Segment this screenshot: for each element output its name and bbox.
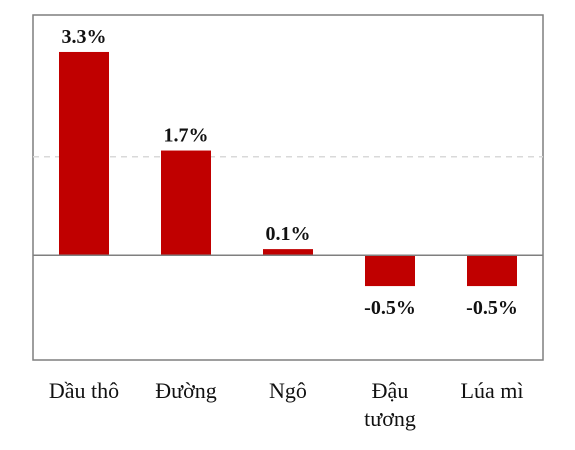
bar-0 [59, 51, 109, 256]
data-label-3: -0.5% [364, 297, 416, 319]
data-label-1: 1.7% [164, 125, 209, 147]
category-label-3-line-0: Đậu [372, 378, 409, 403]
category-labels-layer: Dầu thô Đường Ngô Đậu tương Lúa mì [49, 378, 524, 431]
data-label-4: -0.5% [466, 297, 518, 319]
category-label-3-line-1: tương [364, 406, 416, 431]
data-label-2: 0.1% [266, 223, 311, 245]
bars-layer [59, 51, 517, 287]
plot-frame [32, 14, 544, 361]
data-labels-layer: 3.3% 1.7% 0.1% -0.5% -0.5% [62, 26, 518, 319]
category-label-4: Lúa mì [461, 378, 524, 403]
bar-3 [365, 255, 415, 287]
bar-2 [263, 249, 313, 256]
category-label-0: Dầu thô [49, 378, 119, 403]
category-label-1: Đường [155, 378, 216, 403]
data-label-0: 3.3% [62, 26, 107, 48]
bar-4 [467, 255, 517, 287]
bar-1 [161, 150, 211, 256]
category-label-2: Ngô [269, 378, 307, 403]
